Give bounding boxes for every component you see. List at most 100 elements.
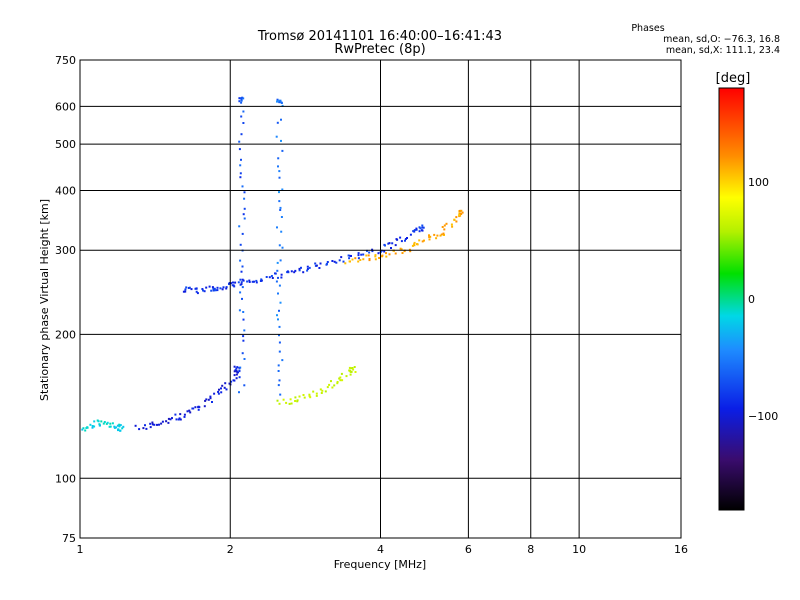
data-point	[241, 297, 243, 300]
data-point	[242, 122, 245, 124]
data-point	[109, 425, 112, 428]
data-point	[223, 386, 226, 389]
data-point	[179, 413, 182, 416]
data-point	[277, 165, 279, 168]
data-point	[171, 417, 173, 420]
data-point	[118, 423, 121, 426]
data-point	[178, 417, 181, 420]
data-point	[241, 286, 244, 289]
data-point	[349, 373, 352, 376]
data-point	[278, 99, 281, 102]
data-point	[385, 252, 387, 255]
data-point	[353, 366, 356, 368]
data-point	[415, 228, 418, 231]
data-point	[289, 398, 292, 401]
data-point	[326, 386, 329, 389]
data-point	[144, 424, 146, 427]
data-point	[235, 367, 238, 370]
data-point	[399, 236, 402, 239]
data-point	[385, 255, 388, 258]
data-point	[404, 238, 407, 240]
data-point	[179, 418, 182, 421]
data-point	[336, 382, 339, 385]
data-point	[151, 423, 154, 426]
data-point	[315, 264, 318, 267]
data-point	[368, 258, 371, 260]
data-point	[190, 288, 193, 291]
data-point	[160, 422, 163, 425]
data-point	[216, 286, 219, 289]
data-point	[357, 254, 360, 257]
data-point	[278, 284, 281, 287]
data-point	[443, 228, 446, 231]
y-axis-label: Stationary phase Virtual Height [km]	[38, 199, 51, 401]
data-point	[221, 288, 224, 291]
data-point	[274, 272, 276, 275]
data-point	[404, 239, 406, 242]
data-point	[238, 225, 241, 228]
data-point	[239, 278, 242, 281]
data-point	[220, 387, 222, 390]
data-point	[241, 352, 244, 355]
data-point	[409, 250, 412, 253]
data-point	[340, 256, 343, 259]
data-point	[306, 269, 309, 272]
data-point	[243, 358, 246, 360]
data-point	[351, 258, 354, 261]
data-point	[418, 226, 421, 229]
data-point	[103, 421, 106, 423]
data-point	[443, 224, 446, 227]
data-point	[278, 244, 281, 247]
data-point	[415, 227, 418, 230]
data-point	[238, 376, 241, 379]
data-point	[237, 371, 239, 374]
data-point	[391, 242, 394, 245]
data-point	[388, 242, 391, 245]
y-tick-label: 750	[55, 54, 76, 67]
data-point	[354, 257, 357, 260]
data-point	[280, 118, 282, 121]
y-tick-labels: 75 100 200 300 400 500 600 750	[55, 54, 76, 545]
data-point	[357, 252, 360, 255]
data-point	[420, 229, 423, 232]
data-point	[93, 425, 96, 428]
data-point	[394, 244, 397, 247]
data-point	[412, 230, 415, 233]
data-point	[210, 289, 213, 292]
data-point	[195, 287, 198, 290]
data-point	[255, 281, 258, 284]
data-point	[224, 382, 227, 385]
data-point	[303, 396, 306, 399]
x-axis-label: Frequency [MHz]	[334, 558, 426, 571]
data-point	[290, 270, 293, 273]
colorbar-tick-label: −100	[748, 410, 778, 423]
data-point	[348, 366, 351, 369]
data-point	[278, 176, 281, 179]
data-point	[294, 269, 297, 272]
data-point	[275, 280, 278, 283]
data-point	[416, 243, 419, 246]
colorbar-label: [deg]	[716, 71, 751, 86]
data-point	[151, 421, 154, 424]
data-point	[276, 100, 278, 103]
data-point	[240, 115, 243, 118]
data-point	[105, 422, 108, 425]
data-point	[445, 222, 448, 225]
info-line-o-mode: mean, sd,O: −76.3, 16.8	[663, 34, 780, 45]
data-point	[235, 377, 238, 380]
data-point	[277, 370, 280, 372]
data-point	[278, 101, 281, 104]
data-point	[339, 376, 342, 379]
data-point	[225, 287, 228, 290]
data-point	[423, 239, 425, 242]
data-point	[352, 368, 355, 371]
data-point	[212, 287, 215, 290]
data-point	[122, 425, 125, 428]
data-point	[347, 254, 350, 257]
data-point	[113, 425, 116, 428]
data-point	[371, 248, 374, 251]
data-point	[239, 164, 242, 167]
data-point	[280, 216, 283, 218]
data-point	[281, 149, 284, 152]
data-point	[400, 240, 403, 243]
